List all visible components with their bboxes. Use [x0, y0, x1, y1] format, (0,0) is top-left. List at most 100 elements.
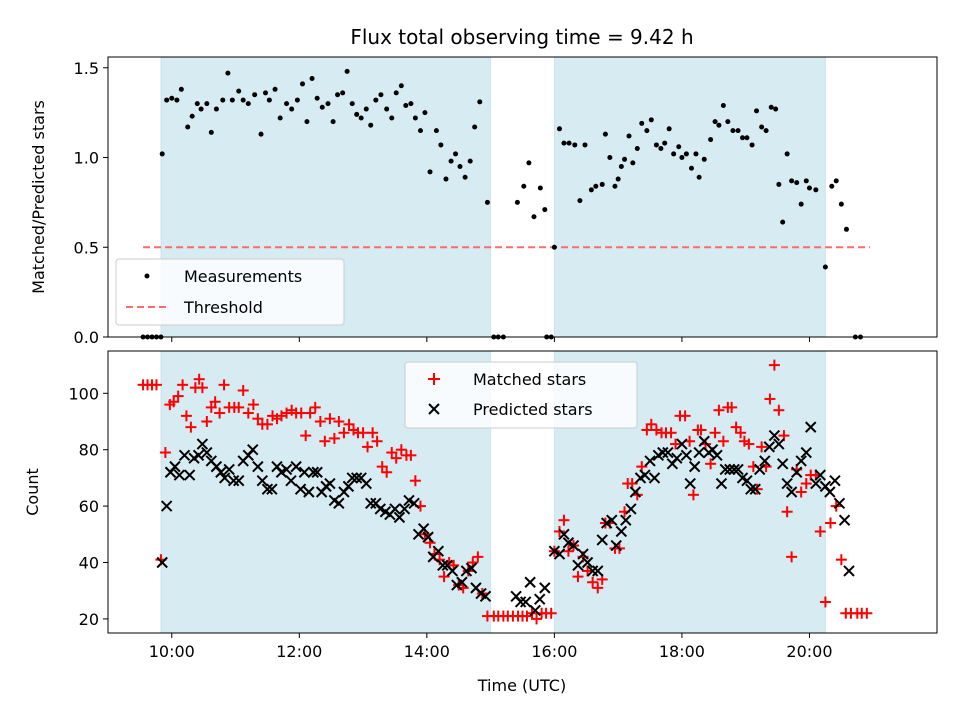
measurement-point	[813, 187, 819, 193]
matched-star-point	[172, 390, 184, 402]
matched-star-point	[717, 435, 729, 447]
x-marker-b	[201, 446, 213, 459]
measurement-point	[679, 155, 685, 161]
measurement-point	[607, 155, 613, 161]
measurement-point	[325, 101, 331, 107]
predicted-star-point	[724, 463, 736, 476]
predicted-star-point	[838, 514, 851, 526]
predicted-star-point	[350, 472, 363, 484]
x-marker-b	[379, 506, 392, 518]
matched-star-point	[756, 441, 768, 453]
x-marker-b	[360, 477, 372, 490]
chart-title: Flux total observing time = 9.42 h	[350, 25, 693, 49]
matched-star-point	[324, 413, 336, 425]
ratio-legend: Measurements Threshold	[115, 258, 345, 326]
x-marker-b	[456, 576, 468, 588]
x-marker-b	[285, 475, 297, 487]
predicted-star-point	[534, 593, 546, 605]
measurement-point	[542, 207, 548, 213]
measurement-point	[639, 120, 645, 126]
measurement-point	[803, 178, 809, 184]
x-marker-b	[256, 475, 269, 487]
ratio-plot-frame	[107, 56, 938, 338]
x-marker-b	[644, 455, 656, 467]
x-marker-b	[843, 565, 855, 577]
x-marker-b	[346, 472, 358, 484]
x-marker-b	[711, 449, 723, 462]
x-marker-b	[671, 452, 683, 464]
predicted-star-point	[763, 441, 775, 453]
predicted-star-point	[218, 472, 231, 484]
predicted-star-point	[676, 438, 688, 450]
measurement-point	[368, 122, 374, 128]
measurement-point	[438, 142, 444, 148]
measurement-point	[712, 119, 718, 125]
x-tick-label: 18:00	[659, 642, 705, 661]
measurement-point	[178, 86, 184, 92]
matched-star-point	[150, 379, 162, 391]
predicted-star-point	[791, 466, 803, 478]
x-marker-b	[417, 522, 430, 535]
measurement-point	[412, 115, 418, 121]
x-marker-b	[192, 449, 205, 462]
matched-star-point	[319, 435, 331, 447]
measurement-point	[602, 131, 608, 137]
measurement-point	[749, 142, 755, 148]
predicted-star-point	[183, 469, 196, 481]
x-marker-b	[763, 441, 775, 453]
x-marker-b	[698, 435, 710, 447]
x-marker-b	[592, 565, 604, 577]
measurement-point	[467, 158, 473, 164]
x-marker-b	[271, 460, 283, 473]
x-marker-b	[625, 503, 637, 515]
predicted-star-point	[754, 463, 766, 476]
y-tick-label: 1.0	[74, 149, 99, 168]
x-marker-b	[805, 421, 817, 433]
measurement-point	[537, 185, 543, 191]
measurement-point	[174, 97, 180, 103]
predicted-star-point	[644, 455, 656, 467]
predicted-star-point	[671, 452, 683, 464]
measurement-point	[784, 151, 790, 157]
predicted-star-point	[298, 466, 311, 478]
x-marker-b	[615, 525, 628, 538]
matched-star-point	[705, 458, 717, 470]
matched-star-point	[309, 401, 321, 413]
matched-star-point	[726, 401, 738, 413]
measurement-point	[593, 183, 599, 189]
measurement-point	[582, 142, 588, 148]
x-marker-b	[529, 604, 541, 617]
matched-star-point	[242, 407, 254, 419]
measurement-point	[556, 126, 562, 132]
x-marker-b	[577, 548, 589, 560]
x-marker-b	[639, 469, 651, 481]
predicted-star-point	[398, 503, 411, 515]
measurement-point	[730, 128, 736, 134]
x-marker-b	[741, 475, 753, 487]
measurement-point	[720, 102, 726, 108]
predicted-star-point	[680, 449, 693, 462]
matched-star-point	[333, 416, 345, 427]
x-marker-b	[514, 596, 527, 608]
x-marker-b	[328, 494, 341, 507]
x-marker-b	[252, 460, 264, 473]
predicted-star-point	[223, 463, 235, 476]
predicted-star-point	[346, 472, 358, 484]
predicted-star-point	[581, 556, 594, 569]
y-tick-label: 0.0	[74, 328, 99, 347]
x-marker-b	[728, 463, 740, 476]
measurement-point	[526, 160, 532, 166]
predicted-star-point	[456, 576, 468, 588]
predicted-legend-label: Predicted stars	[473, 400, 593, 419]
predicted-star-point	[558, 528, 570, 541]
measurement-point	[768, 104, 774, 110]
x-marker-b	[657, 446, 669, 459]
matched-star-point	[768, 359, 780, 371]
x-marker-b	[776, 458, 789, 470]
x-tick-label: 10:00	[149, 642, 195, 661]
x-marker-b	[261, 483, 274, 495]
measurement-point	[284, 101, 290, 107]
count-y-axis-label: Count	[23, 468, 42, 516]
predicted-star-point	[759, 455, 771, 467]
predicted-star-point	[408, 497, 420, 509]
